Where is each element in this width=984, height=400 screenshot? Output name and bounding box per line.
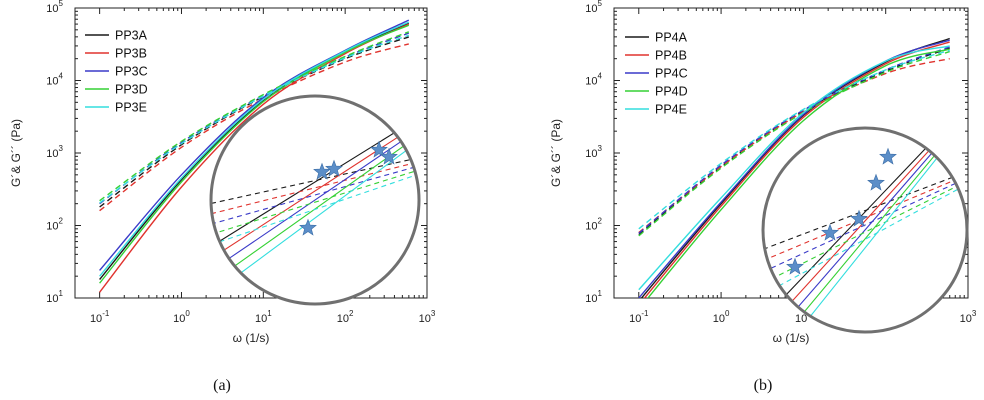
zoom-inset [209,94,421,306]
legend-item: PP4E [625,103,687,117]
zoom-inset [761,126,969,334]
series-PP3A-g-double-prime [99,36,410,208]
legend-item: PP3A [85,29,148,43]
legend-item: PP3E [85,101,147,115]
x-tick-label: 103 [960,309,977,325]
x-axis-label: ω (1/s) [233,331,270,345]
y-tick-label: 102 [585,217,602,233]
crossover-star-marker [370,140,388,158]
legend-label: PP3D [115,83,148,97]
series-PP3B-g-prime [99,23,410,293]
legend-label: PP3E [115,101,147,115]
legend-label: PP4E [655,103,687,117]
x-tick-label: 102 [337,309,354,325]
series-PP4B-g-prime [643,41,950,298]
series-PP4C-g-prime [638,39,950,298]
crossover-star-marker [313,162,331,180]
inset-curve-g-double-prime [763,171,967,250]
series-PP4E-g-prime [638,45,950,291]
y-tick-label: 105 [46,0,63,15]
y-tick-label: 104 [46,72,63,88]
crossover-star-marker [821,223,839,241]
y-axis-label: G´& G´´ (Pa) [549,119,563,187]
series-PP3D-g-prime [99,24,410,284]
y-tick-label: 103 [585,144,602,160]
x-tick-label: 10-1 [629,309,649,325]
crossover-star-marker [867,173,885,191]
panel-caption: (b) [754,377,773,394]
inset-curve-g-double-prime [211,169,419,235]
legend-item: PP4A [625,31,688,45]
legend-label: PP4B [655,49,687,63]
y-tick-label: 103 [46,144,63,160]
x-tick-label: 10-1 [90,309,110,325]
chart-panel-a: 10-1 100 101 102 103 101 102 103 104 105 ω (1/s) G´… [9,0,436,394]
inset-curve-g-double-prime [763,177,967,273]
series-PP4D-g-prime [647,48,950,298]
series-PP3E-g-double-prime [99,34,410,204]
legend-label: PP4D [655,85,688,99]
legend-label: PP4C [655,67,688,81]
inset-curve-g-prime [211,117,419,247]
legend-label: PP3C [115,65,148,79]
inset-outline [761,126,969,334]
crossover-star-marker [850,209,868,227]
x-axis-label: ω (1/s) [773,331,810,345]
inset-curve-g-prime [211,122,419,260]
y-tick-label: 102 [46,217,63,233]
plot-area [638,37,950,298]
y-axis-label: G´& G´´ (Pa) [9,119,23,187]
inset-curve-g-prime [763,128,967,332]
crossover-star-marker [380,147,398,165]
legend-label: PP3A [115,29,148,43]
y-tick-label: 101 [46,289,63,305]
x-tick-label: 100 [173,309,190,325]
panel-caption: (a) [213,377,231,394]
crossover-star-marker [325,159,343,177]
crossover-star-marker [879,147,897,165]
crossover-star-marker [786,257,804,275]
x-tick-label: 101 [255,309,272,325]
legend-item: PP4C [625,67,688,81]
legend-item: PP3D [85,83,148,97]
series-PP4E-g-double-prime [638,49,950,230]
legend-item: PP3C [85,65,148,79]
series-PP3D-g-double-prime [99,31,410,202]
crossover-star-marker [299,218,317,236]
inset-curve-g-double-prime [763,183,967,295]
inset-curve-g-double-prime [211,173,419,246]
series-PP3B-g-double-prime [99,43,409,212]
x-tick-label: 100 [713,309,730,325]
inset-outline [209,94,421,306]
plot-area [99,19,410,293]
legend-item: PP4B [625,49,687,63]
legend-label: PP4A [655,31,688,45]
legend-item: PP3B [85,47,147,61]
legend-label: PP3B [115,47,147,61]
x-tick-label: 103 [419,309,436,325]
legend-item: PP4D [625,85,688,99]
y-tick-label: 104 [585,72,602,88]
inset-curve-g-prime [211,140,419,296]
series-PP3E-g-prime [99,21,410,277]
y-tick-label: 101 [585,289,602,305]
y-tick-label: 105 [585,0,602,15]
inset-curve-g-prime [211,128,419,272]
